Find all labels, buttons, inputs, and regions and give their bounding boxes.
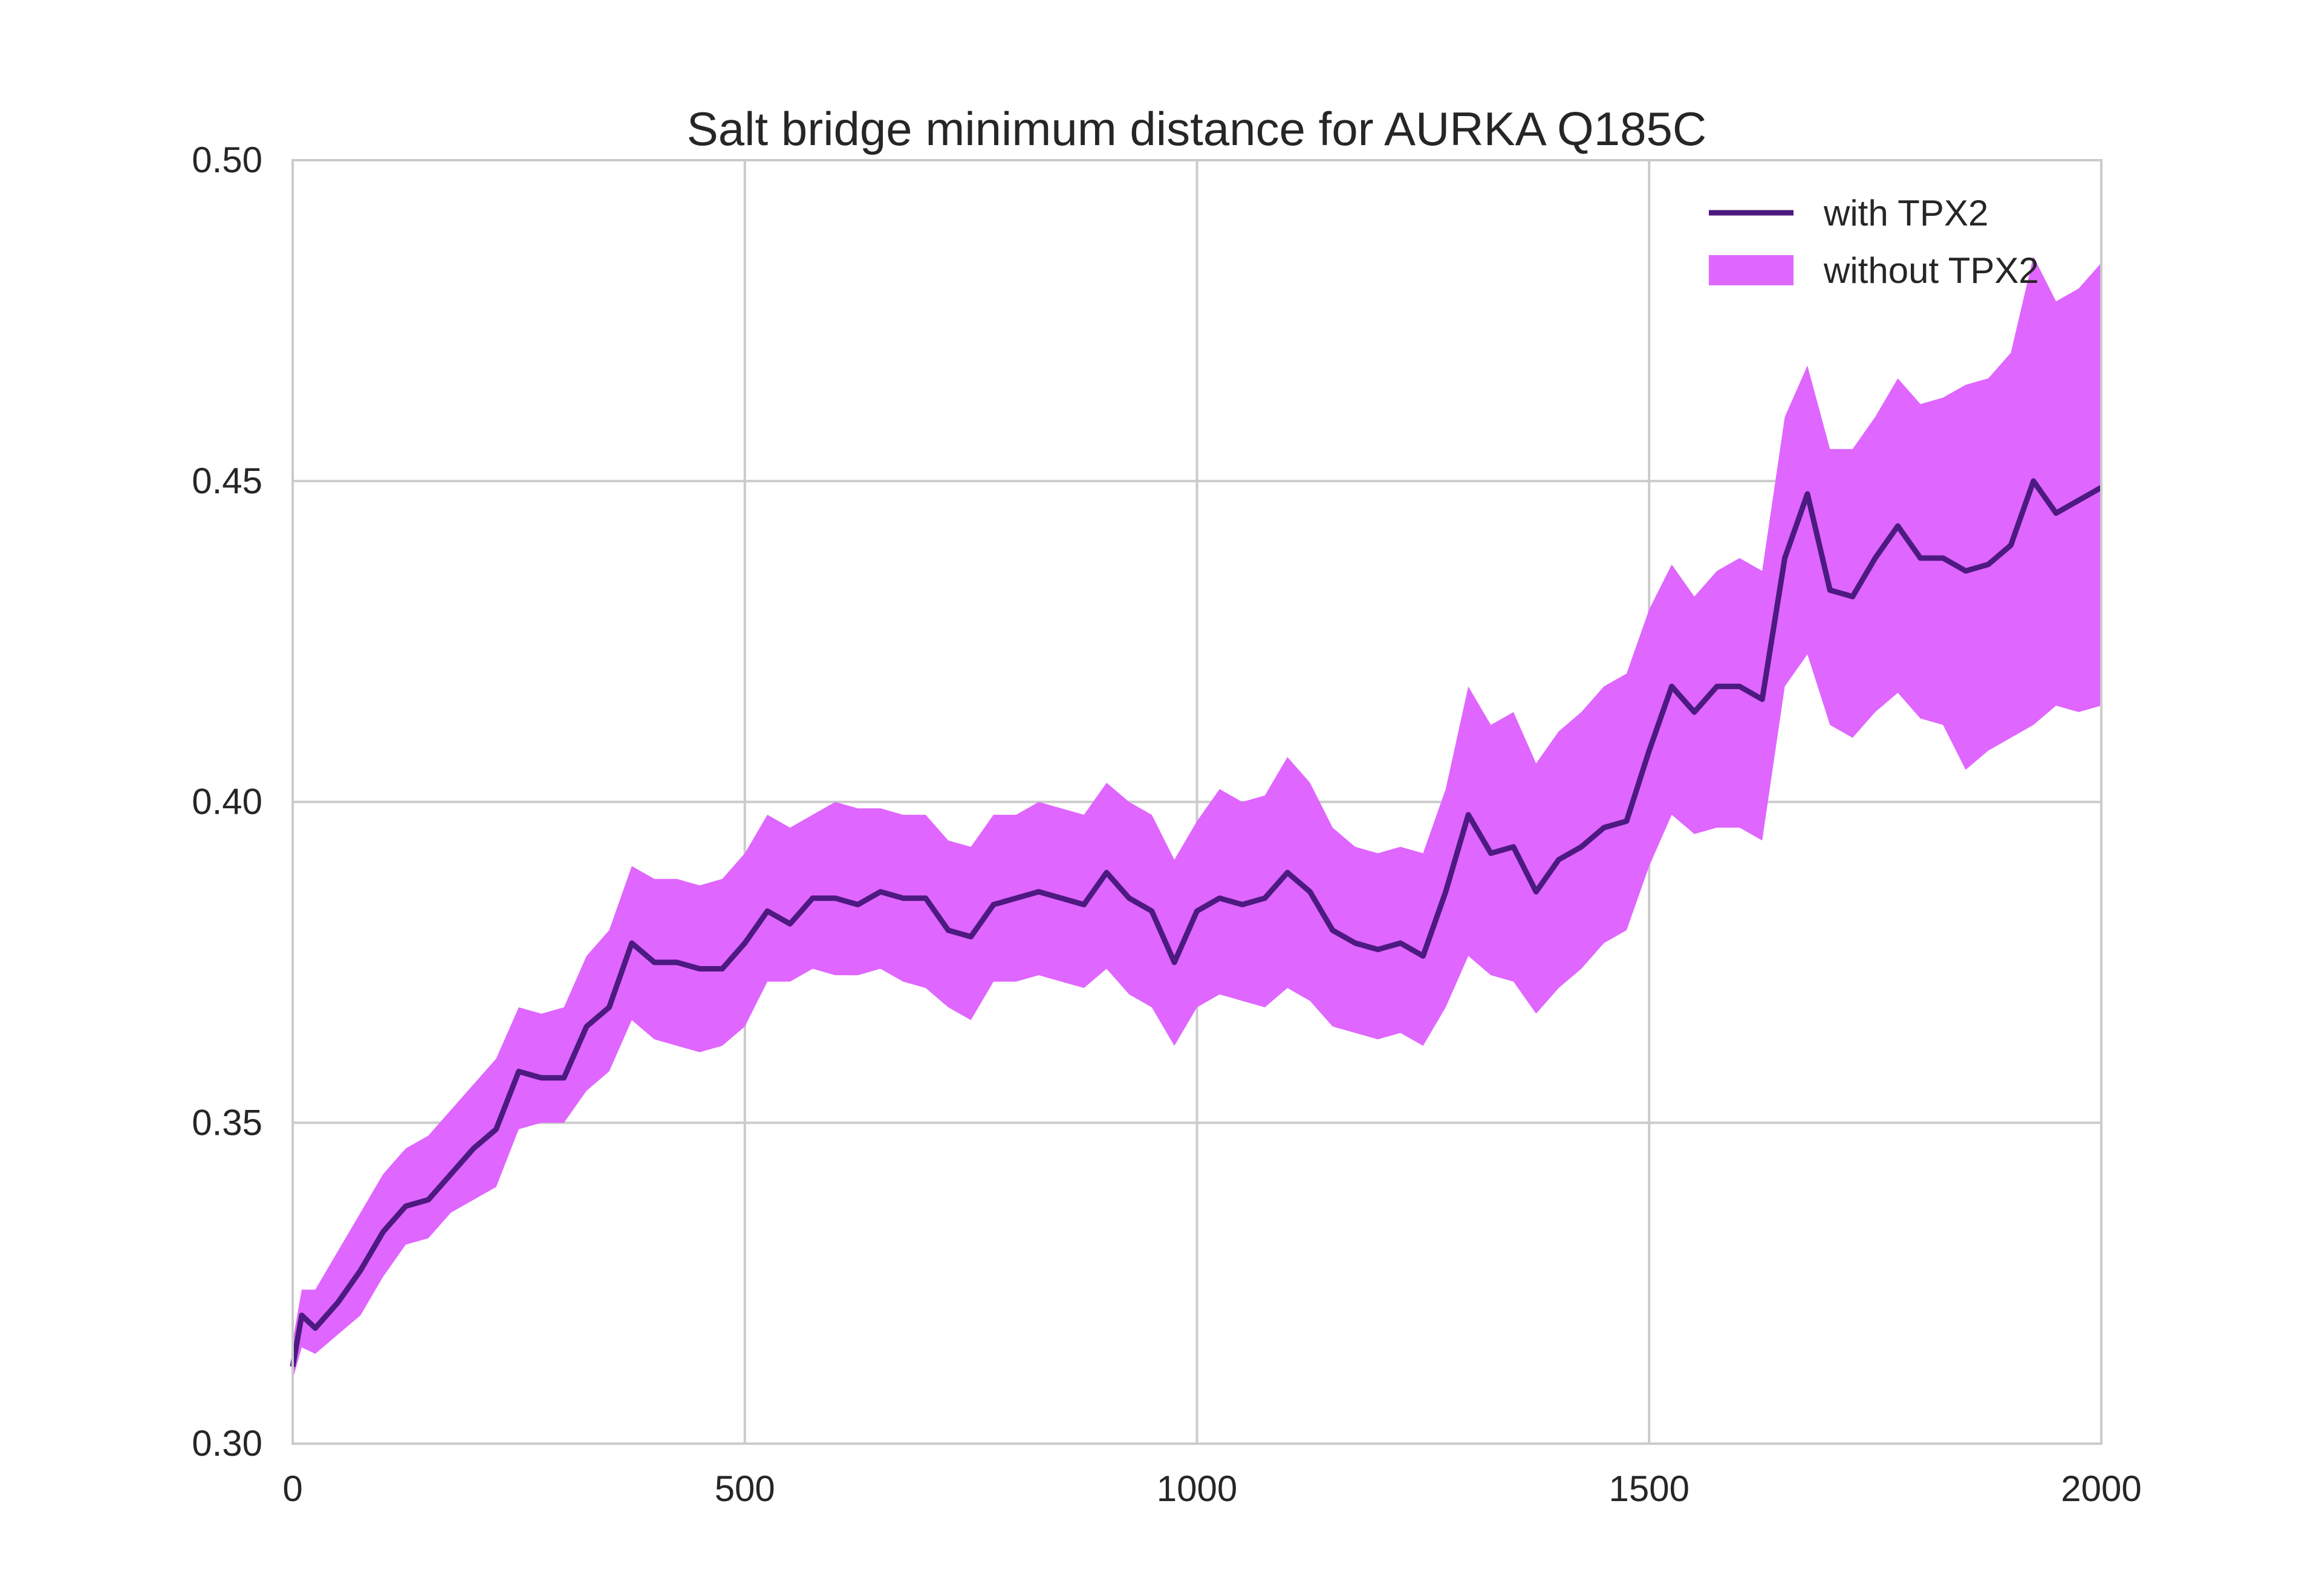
legend-swatch-without-tpx2: [1709, 255, 1794, 285]
x-tick-label: 1000: [1157, 1468, 1237, 1509]
plot-frame: [291, 159, 2102, 1445]
x-tick-label: 1500: [1609, 1468, 1689, 1509]
band-without-tpx2: [293, 256, 2101, 1380]
x-tick-label: 2000: [2061, 1468, 2141, 1509]
x-tick-label: 500: [715, 1468, 775, 1509]
y-tick-labels: 0.30 0.35 0.40 0.45 0.50: [192, 140, 262, 1464]
y-tick-label: 0.40: [192, 782, 262, 822]
chart-title: Salt bridge minimum distance for AURKA Q…: [687, 102, 1706, 155]
y-tick-label: 0.35: [192, 1102, 262, 1143]
y-tick-label: 0.50: [192, 140, 262, 180]
legend: with TPX2 without TPX2: [1709, 193, 2039, 291]
y-tick-label: 0.30: [192, 1423, 262, 1464]
x-tick-labels: 0 500 1000 1500 2000: [282, 1468, 2141, 1509]
line-with-tpx2: [290, 478, 2103, 1367]
band-layer: [293, 256, 2101, 1380]
x-tick-label: 0: [282, 1468, 302, 1509]
y-tick-label: 0.45: [192, 461, 262, 501]
legend-label-without-tpx2: without TPX2: [1823, 250, 2039, 291]
line-layer: [290, 478, 2103, 1367]
legend-label-with-tpx2: with TPX2: [1823, 193, 1988, 233]
